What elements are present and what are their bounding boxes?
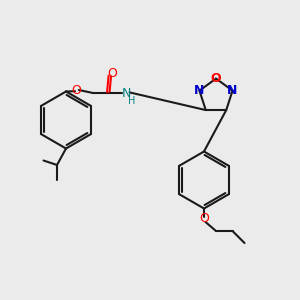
Text: O: O	[107, 67, 117, 80]
Text: H: H	[128, 96, 136, 106]
Text: N: N	[194, 84, 205, 97]
Text: O: O	[211, 72, 221, 85]
Text: N: N	[121, 86, 131, 100]
Text: O: O	[199, 212, 209, 226]
Text: O: O	[72, 83, 81, 97]
Text: N: N	[227, 84, 238, 97]
